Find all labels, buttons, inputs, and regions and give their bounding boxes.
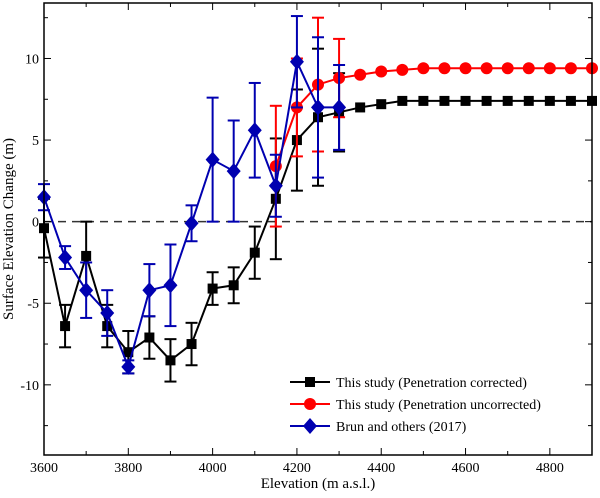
x-axis-label: Elevation (m a.s.l.) [261, 476, 376, 492]
plot-frame [43, 2, 593, 456]
data-point [397, 95, 408, 106]
data-point [417, 62, 430, 75]
data-point [163, 277, 178, 294]
data-point [121, 358, 136, 375]
data-point [289, 53, 304, 70]
data-point [123, 347, 134, 358]
data-point [144, 332, 155, 343]
data-point [332, 99, 347, 116]
series-line [274, 67, 592, 167]
x-tick-label: 4800 [536, 461, 564, 476]
data-point [439, 95, 450, 106]
data-point [207, 283, 218, 294]
data-point [354, 68, 367, 81]
data-point [564, 62, 577, 75]
data-point [522, 62, 535, 75]
data-point [100, 305, 115, 322]
data-point [418, 95, 429, 106]
data-point [376, 99, 387, 110]
legend-label: This study (Penetration uncorrected) [336, 398, 541, 413]
x-tick-label: 3600 [30, 461, 58, 476]
series-2 [37, 15, 347, 375]
data-point [205, 151, 220, 168]
data-point [501, 62, 514, 75]
data-point [186, 339, 197, 350]
y-tick-label: 5 [32, 134, 39, 149]
y-tick-label: 10 [25, 52, 39, 67]
x-tick-label: 3800 [114, 461, 142, 476]
data-point [249, 247, 260, 258]
data-point [79, 282, 94, 299]
data-point [544, 95, 555, 106]
data-point [438, 62, 451, 75]
data-point [226, 163, 241, 180]
x-tick-label: 4000 [199, 461, 227, 476]
x-tick-label: 4200 [283, 461, 311, 476]
data-point [565, 95, 576, 106]
legend-marker [305, 377, 315, 387]
data-point [247, 122, 262, 139]
data-point [543, 62, 556, 75]
data-point [60, 321, 71, 332]
legend-label: This study (Penetration corrected) [336, 376, 527, 391]
y-tick-label: -10 [20, 379, 39, 394]
legend-marker [304, 398, 316, 410]
data-point [81, 250, 92, 261]
y-axis-label: Surface Elevation Change (m) [1, 138, 17, 320]
data-point [184, 215, 199, 232]
x-tick-label: 4400 [367, 461, 395, 476]
y-tick-label: 0 [32, 216, 39, 231]
data-point [396, 63, 409, 76]
data-point [460, 95, 471, 106]
y-tick-label: -5 [27, 297, 39, 312]
data-point [355, 102, 366, 113]
data-point [480, 62, 493, 75]
data-point [311, 99, 325, 116]
data-point [165, 355, 176, 366]
data-point [58, 249, 73, 266]
data-point [268, 177, 283, 194]
data-point [459, 62, 472, 75]
legend-marker [303, 418, 317, 434]
data-point [481, 95, 492, 106]
data-point [142, 282, 157, 299]
data-point [502, 95, 513, 106]
data-point [228, 280, 239, 291]
legend-label: Brun and others (2017) [336, 420, 467, 435]
data-point [375, 65, 388, 78]
x-tick-label: 4600 [452, 461, 480, 476]
data-point [523, 95, 534, 106]
